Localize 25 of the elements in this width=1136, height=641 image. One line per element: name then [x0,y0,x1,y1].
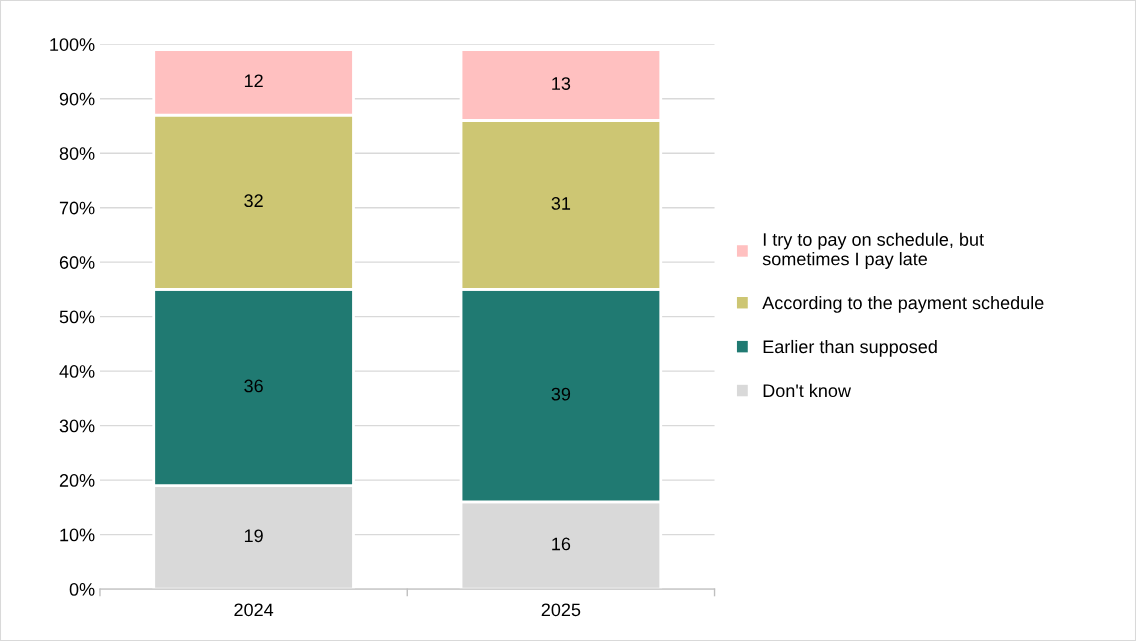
y-tick-label: 90% [59,92,95,106]
y-tick-label: 50% [59,310,95,324]
y-tick-label: 60% [59,256,95,269]
y-tick-label: 80% [59,147,95,160]
y-tick-label: 30% [59,419,95,433]
data-label: 31 [551,197,571,210]
legend-label: I try to pay on schedule, but sometimes I pay late [762,232,984,269]
y-tick-label: 20% [59,474,95,487]
data-label: 13 [552,77,571,90]
x-tick-label: 2025 [541,603,581,617]
legend-label: Earlier than supposed [763,339,937,357]
data-label: 12 [244,74,263,88]
legend-label: Don't know [763,383,852,398]
y-tick-label: 70% [59,201,95,215]
legend-label: According to the payment schedule [762,296,1044,313]
y-tick-label: 10% [60,528,95,542]
data-label: 36 [244,379,263,393]
x-tick-label: 2024 [234,603,274,617]
data-label: 16 [552,537,571,551]
y-tick-label: 0% [69,583,95,596]
y-tick-label: 40% [59,365,95,378]
y-tick-label: 100% [50,38,95,51]
data-label: 32 [244,194,263,208]
data-label: 19 [244,529,263,543]
data-label: 39 [551,387,571,401]
